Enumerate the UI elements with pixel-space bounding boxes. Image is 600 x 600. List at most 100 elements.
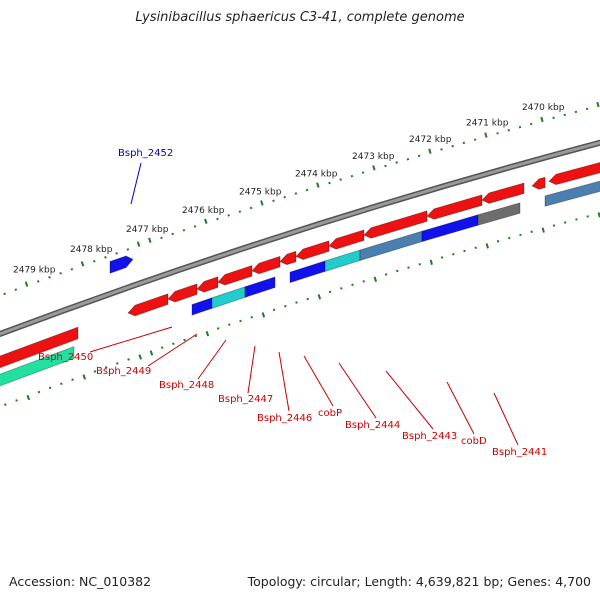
gene-label[interactable]: cobD: [461, 436, 487, 447]
inner-tick-mark: [407, 266, 410, 269]
outer-tick-mark: [182, 228, 186, 232]
gene-label[interactable]: Bsph_2446: [257, 413, 312, 424]
outer-tick-mark: [339, 178, 342, 181]
inner-tick-mark: [328, 290, 332, 294]
outer-tick-mark: [227, 214, 230, 217]
outer-tick-mark: [59, 272, 62, 275]
outer-tick-mark: [148, 237, 152, 244]
inner-tick-mark: [295, 301, 298, 304]
outer-tick-mark: [585, 107, 589, 111]
inner-tick-mark: [149, 350, 154, 356]
inner-tick-mark: [261, 312, 266, 318]
kbp-label: 2476 kbp: [182, 206, 225, 216]
gene-label[interactable]: Bsph_2447: [218, 394, 273, 405]
inner-tick-mark: [60, 382, 63, 386]
gene-red-forward-6[interactable]: [279, 250, 297, 266]
inner-tick-mark: [104, 366, 108, 369]
outer-tick-mark: [596, 101, 600, 108]
gene-bsph-2452[interactable]: [109, 255, 134, 274]
kbp-label: 2471 kbp: [466, 119, 509, 129]
gene-red-forward-1[interactable]: [127, 293, 169, 317]
inner-tick-mark: [541, 227, 545, 233]
outer-tick-mark: [204, 218, 208, 225]
outer-tick-mark: [216, 217, 219, 221]
outer-tick-mark: [283, 195, 286, 199]
gene-bsph-2448[interactable]: [244, 276, 276, 298]
outer-tick-mark: [92, 259, 96, 263]
inner-tick-mark: [463, 249, 466, 253]
inner-tick-mark: [519, 233, 522, 237]
gene-label-leader: [130, 162, 142, 205]
gene-label-leader: [446, 381, 475, 435]
gene-red-forward-12[interactable]: [531, 176, 546, 190]
gene-bsph-2450[interactable]: [191, 297, 213, 316]
inner-tick-mark: [26, 394, 31, 401]
gene-red-forward-2[interactable]: [167, 283, 198, 303]
inner-tick-mark: [183, 338, 186, 342]
inner-tick-mark: [4, 403, 7, 406]
outer-tick-mark: [328, 181, 331, 185]
inner-tick-mark: [586, 215, 589, 218]
gene-label-leader: [385, 370, 434, 430]
outer-tick-mark: [484, 132, 488, 138]
gene-bsph-2449[interactable]: [211, 286, 246, 309]
gene-red-forward-5[interactable]: [251, 255, 281, 275]
inner-tick-mark: [485, 243, 489, 249]
gene-cobp[interactable]: [324, 249, 361, 272]
inner-tick-mark: [508, 236, 511, 240]
kbp-label: 2478 kbp: [70, 245, 113, 255]
gene-red-forward-7[interactable]: [295, 240, 330, 260]
genome-backbone-highlight: [0, 141, 600, 336]
inner-tick-mark: [160, 346, 164, 349]
inner-tick-mark: [239, 319, 242, 323]
inner-tick-mark: [317, 294, 322, 300]
gene-red-forward-13[interactable]: [548, 160, 600, 186]
inner-tick-mark: [71, 378, 74, 381]
gene-label[interactable]: Bsph_2448: [159, 380, 214, 391]
gene-label[interactable]: Bsph_2452: [118, 148, 173, 159]
gene-left-red[interactable]: [0, 326, 79, 371]
inner-tick-mark: [138, 354, 143, 360]
gene-red-forward-11[interactable]: [481, 182, 525, 204]
gene-label[interactable]: Bsph_2450: [38, 352, 93, 363]
gene-label[interactable]: Bsph_2441: [492, 447, 547, 458]
gene-bsph-2446[interactable]: [289, 260, 326, 284]
outer-tick-mark: [428, 148, 432, 154]
gene-label[interactable]: Bsph_2443: [402, 431, 457, 442]
inner-tick-mark: [228, 323, 231, 326]
kbp-label: 2472 kbp: [409, 135, 452, 145]
inner-tick-mark: [575, 218, 578, 221]
gene-label[interactable]: Bsph_2444: [345, 420, 400, 431]
outer-tick-mark: [24, 281, 29, 287]
outer-tick-mark: [126, 248, 130, 251]
inner-tick-mark: [396, 269, 399, 273]
gene-bsph-2443[interactable]: [421, 214, 479, 243]
gene-red-forward-10[interactable]: [426, 194, 483, 220]
inner-tick-mark: [418, 262, 421, 266]
outer-tick-mark: [80, 261, 85, 267]
gene-red-forward-8[interactable]: [328, 229, 365, 250]
gene-red-forward-9[interactable]: [363, 210, 428, 239]
gene-bsph-2441-region[interactable]: [544, 178, 600, 207]
outer-tick-mark: [384, 164, 387, 168]
inner-tick-mark: [340, 287, 343, 290]
inner-tick-mark: [216, 327, 220, 330]
outer-tick-mark: [136, 241, 141, 247]
gene-label[interactable]: Bsph_2449: [96, 366, 151, 377]
gene-cobd[interactable]: [477, 202, 521, 226]
gene-label[interactable]: cobP: [318, 408, 342, 419]
outer-tick-mark: [462, 141, 466, 145]
inner-tick-mark: [496, 240, 500, 243]
outer-tick-mark: [294, 192, 298, 195]
gene-red-forward-4[interactable]: [217, 264, 253, 286]
outer-tick-mark: [507, 129, 510, 132]
inner-tick-mark: [373, 276, 378, 282]
kbp-label: 2479 kbp: [13, 265, 56, 275]
gene-bsph-2444[interactable]: [359, 230, 423, 262]
inner-tick-mark: [48, 386, 52, 390]
gene-left-green[interactable]: [0, 346, 75, 390]
gene-label-leader: [247, 345, 256, 394]
gene-label-leader: [303, 355, 334, 407]
gene-red-forward-3[interactable]: [196, 276, 219, 293]
